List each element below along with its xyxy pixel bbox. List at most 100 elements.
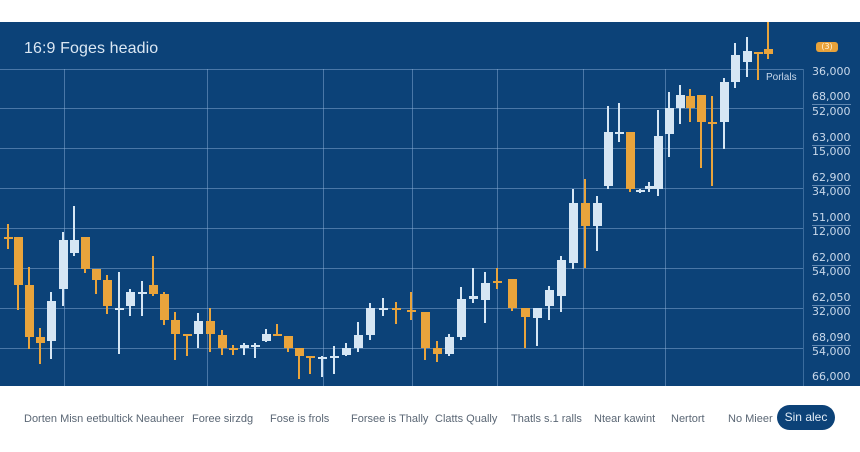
y-axis-tick-label: 36,000 [812, 65, 851, 78]
candle-body [581, 203, 590, 226]
candle-wick [767, 22, 769, 59]
y-axis-tick-label: 52,000 [812, 105, 851, 118]
candle-body [615, 132, 624, 134]
candle-body [764, 49, 773, 54]
candle-body [508, 279, 517, 308]
y-axis-tick-label: 63,000 [812, 131, 851, 146]
footer-tab[interactable]: Thatls s.1 ralls [511, 413, 582, 425]
candle-wick [410, 292, 412, 320]
footer-tabbar: Dorten Misn eetbultick Neauheer Foree sir… [0, 386, 860, 452]
candle-body [115, 308, 124, 310]
candle-body [262, 334, 271, 341]
candle-body [521, 308, 530, 317]
candle-body [295, 348, 304, 356]
candle-body [379, 308, 388, 310]
candle-body [686, 96, 695, 108]
y-axis-border [803, 69, 804, 386]
candle-body [229, 348, 238, 350]
candle-body [636, 190, 645, 192]
candle-wick [618, 103, 620, 142]
primary-action-button[interactable]: Sin alec [777, 405, 835, 430]
candle-body [171, 320, 180, 334]
candle-body [533, 308, 542, 318]
candle-wick [118, 272, 120, 354]
y-axis-tick-label: 62,900 [812, 171, 851, 186]
gridline-horizontal [0, 268, 803, 269]
candle-body [626, 132, 635, 189]
footer-tab[interactable]: Dorten Misn eetbultick Neauheer [24, 413, 185, 425]
gridline-vertical [497, 69, 498, 386]
gridline-horizontal [0, 69, 803, 70]
gridline-vertical [583, 69, 584, 386]
candle-wick [186, 334, 188, 356]
candle-body [284, 336, 293, 348]
candle-wick [7, 224, 9, 249]
legend-label: Porlals [766, 72, 797, 83]
candle-body [407, 310, 416, 312]
gridline-horizontal [0, 308, 803, 309]
gridline-vertical [64, 69, 65, 386]
candle-body [103, 280, 112, 306]
gridline-vertical [207, 69, 208, 386]
y-axis-tick-label: 32,000 [812, 305, 851, 318]
candle-body [392, 308, 401, 310]
candle-body [14, 237, 23, 285]
footer-tab[interactable]: Foree sirzdg [192, 413, 254, 425]
candle-body [604, 132, 613, 186]
count-badge[interactable]: (3) [816, 42, 838, 52]
y-axis-tick-label: 54,000 [812, 345, 851, 358]
footer-tab[interactable]: Forsee is Thally [351, 413, 429, 425]
candle-body [251, 345, 260, 347]
candle-wick [95, 269, 97, 294]
candle-body [354, 335, 363, 348]
candle-body [47, 301, 56, 341]
candle-wick [174, 312, 176, 360]
footer-tab[interactable]: No Mieer [728, 413, 773, 425]
candle-body [457, 299, 466, 337]
candle-wick [333, 346, 335, 374]
gridline-vertical [665, 69, 666, 386]
candle-body [754, 52, 763, 54]
candle-body [676, 95, 685, 108]
candle-body [218, 335, 227, 348]
footer-tab[interactable]: Fose is frols [270, 413, 330, 425]
candle-body [731, 55, 740, 82]
candle-wick [298, 348, 300, 379]
candle-body [273, 334, 282, 336]
candle-wick [152, 256, 154, 296]
chart-title: 16:9 Foges headio [24, 40, 159, 57]
y-axis-tick-label: 54,000 [812, 265, 851, 278]
candle-body [342, 348, 351, 355]
gridline-vertical [412, 69, 413, 386]
candle-wick [309, 356, 311, 374]
candle-wick [243, 343, 245, 355]
candle-wick [395, 302, 397, 324]
y-axis-tick-label: 68,000 [812, 90, 851, 105]
y-axis-tick-label: 51,000 [812, 211, 851, 226]
candle-body [697, 95, 706, 122]
y-axis-tick-label: 62,050 [812, 291, 851, 306]
candle-wick [39, 328, 41, 364]
footer-tab[interactable]: Clatts Qually [435, 413, 498, 425]
candle-wick [472, 268, 474, 303]
footer-tab[interactable]: Nertort [671, 413, 705, 425]
candle-body [126, 292, 135, 306]
candle-body [743, 51, 752, 62]
candle-body [4, 237, 13, 239]
candle-wick [757, 52, 759, 80]
candle-body [318, 357, 327, 359]
candle-wick [141, 281, 143, 316]
candle-body [469, 296, 478, 299]
candle-body [366, 308, 375, 335]
candle-body [330, 356, 339, 358]
candle-body [240, 345, 249, 348]
gridline-horizontal [0, 148, 803, 149]
candle-body [445, 337, 454, 354]
candle-wick [321, 356, 323, 377]
candle-wick [700, 95, 702, 168]
candle-body [36, 337, 45, 343]
gridline-horizontal [0, 108, 803, 109]
footer-tab[interactable]: Ntear kawint [594, 413, 656, 425]
candle-body [557, 260, 566, 296]
candle-body [306, 356, 315, 358]
